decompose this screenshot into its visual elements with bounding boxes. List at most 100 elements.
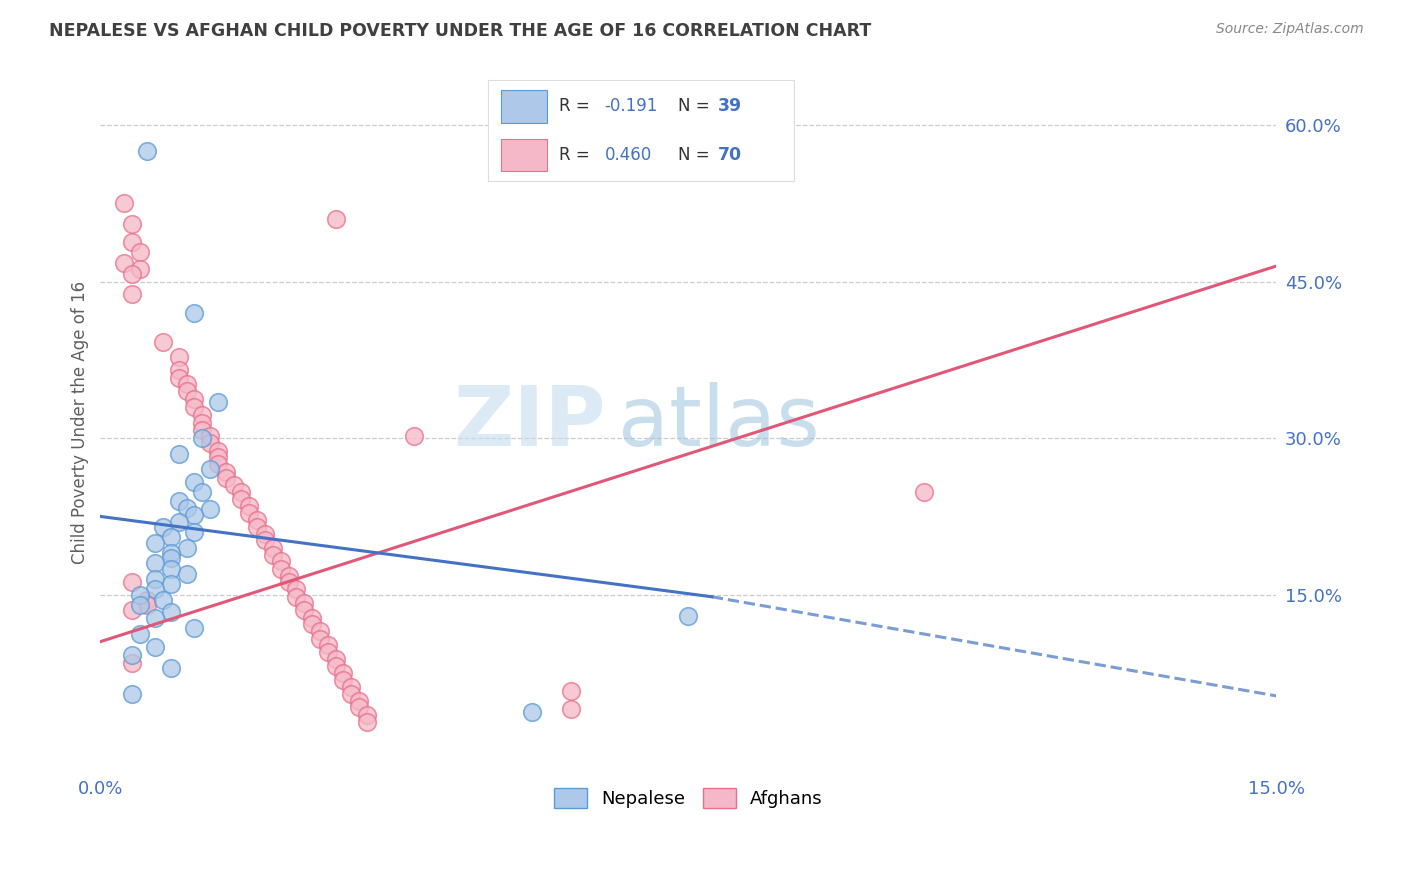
Point — [183, 306, 205, 320]
Point — [183, 400, 205, 414]
Point — [143, 640, 166, 654]
Point — [356, 707, 378, 722]
Point — [560, 702, 582, 716]
Point — [231, 491, 253, 506]
Point — [292, 603, 315, 617]
Point — [301, 616, 323, 631]
Point — [176, 541, 198, 555]
Point — [121, 687, 143, 701]
Point — [246, 512, 269, 526]
Point — [191, 416, 214, 430]
Point — [136, 598, 159, 612]
Point — [238, 499, 260, 513]
Point — [520, 705, 543, 719]
Point — [128, 588, 150, 602]
Point — [198, 429, 221, 443]
Point — [198, 502, 221, 516]
Point — [152, 520, 174, 534]
Point — [167, 447, 190, 461]
Point — [128, 598, 150, 612]
Point — [167, 493, 190, 508]
Text: NEPALESE VS AFGHAN CHILD POVERTY UNDER THE AGE OF 16 CORRELATION CHART: NEPALESE VS AFGHAN CHILD POVERTY UNDER T… — [49, 22, 872, 40]
Y-axis label: Child Poverty Under the Age of 16: Child Poverty Under the Age of 16 — [72, 281, 89, 564]
Point — [121, 235, 143, 249]
Text: Source: ZipAtlas.com: Source: ZipAtlas.com — [1216, 22, 1364, 37]
Point — [167, 363, 190, 377]
Point — [143, 572, 166, 586]
Point — [143, 535, 166, 549]
Legend: Nepalese, Afghans: Nepalese, Afghans — [547, 781, 830, 815]
Point — [183, 508, 205, 523]
Point — [332, 673, 354, 688]
Point — [198, 462, 221, 476]
Point — [136, 593, 159, 607]
Point — [128, 627, 150, 641]
Point — [347, 700, 370, 714]
Point — [316, 645, 339, 659]
Point — [231, 485, 253, 500]
Point — [160, 546, 183, 560]
Point — [253, 533, 276, 548]
Point — [340, 687, 363, 701]
Point — [160, 530, 183, 544]
Point — [285, 590, 308, 604]
Point — [325, 212, 347, 227]
Point — [912, 485, 935, 500]
Text: atlas: atlas — [617, 382, 820, 463]
Point — [347, 694, 370, 708]
Point — [215, 471, 238, 485]
Point — [238, 506, 260, 520]
Point — [270, 561, 292, 575]
Point — [277, 569, 299, 583]
Point — [128, 262, 150, 277]
Point — [160, 551, 183, 566]
Point — [128, 245, 150, 260]
Point — [121, 603, 143, 617]
Point — [207, 443, 229, 458]
Point — [325, 658, 347, 673]
Point — [301, 610, 323, 624]
Point — [316, 638, 339, 652]
Point — [160, 661, 183, 675]
Point — [121, 575, 143, 590]
Point — [136, 145, 159, 159]
Point — [183, 392, 205, 406]
Point — [325, 652, 347, 666]
Point — [191, 408, 214, 422]
Point — [262, 548, 284, 562]
Point — [167, 515, 190, 529]
Point — [152, 335, 174, 350]
Point — [183, 475, 205, 489]
Point — [277, 575, 299, 590]
Point — [167, 370, 190, 384]
Point — [215, 465, 238, 479]
Point — [112, 256, 135, 270]
Point — [183, 525, 205, 540]
Point — [402, 429, 425, 443]
Point — [112, 196, 135, 211]
Point — [160, 606, 183, 620]
Point — [222, 478, 245, 492]
Point — [183, 621, 205, 635]
Point — [246, 520, 269, 534]
Point — [292, 596, 315, 610]
Point — [191, 485, 214, 500]
Point — [121, 648, 143, 663]
Text: ZIP: ZIP — [454, 382, 606, 463]
Point — [160, 561, 183, 575]
Point — [207, 457, 229, 471]
Point — [309, 632, 332, 646]
Point — [332, 665, 354, 680]
Point — [143, 610, 166, 624]
Point — [143, 557, 166, 571]
Point — [356, 714, 378, 729]
Point — [207, 394, 229, 409]
Point — [176, 384, 198, 399]
Point — [253, 527, 276, 541]
Point — [270, 554, 292, 568]
Point — [191, 423, 214, 437]
Point — [262, 541, 284, 555]
Point — [176, 501, 198, 516]
Point — [121, 217, 143, 231]
Point — [340, 680, 363, 694]
